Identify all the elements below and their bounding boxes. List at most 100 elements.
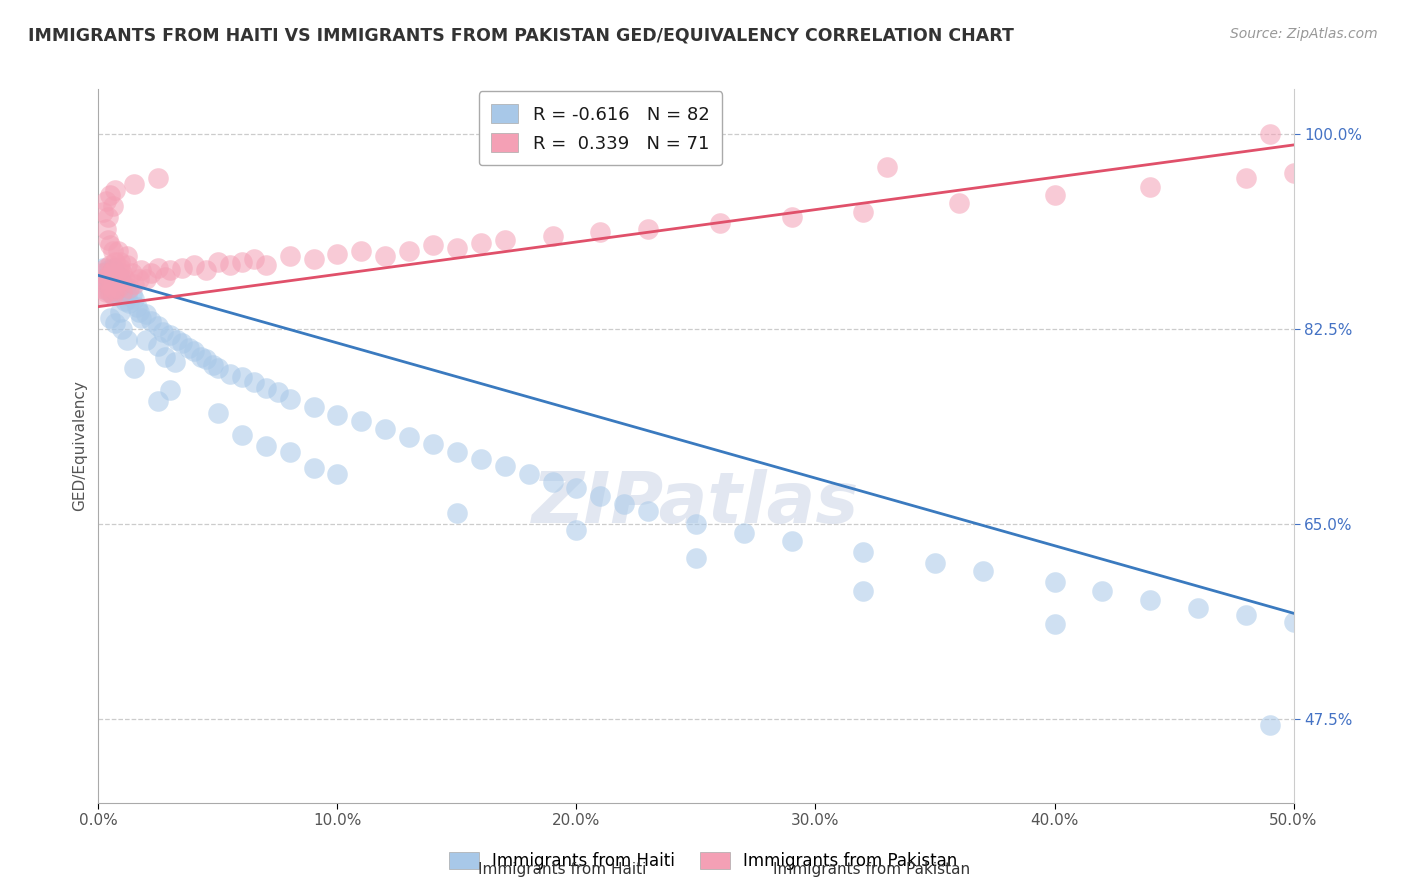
Point [98,262,122,277]
Point [972,564,994,578]
Point [267,385,290,400]
Point [104,316,127,330]
Point [101,274,124,288]
Point [207,360,229,375]
Point [148,338,170,352]
Point [98,285,122,299]
Point [1043,188,1066,202]
Point [446,444,468,458]
Point [709,216,731,230]
Point [202,358,225,372]
Point [948,196,970,211]
Point [589,489,612,503]
Point [254,439,277,453]
Point [94,266,117,280]
Point [97,269,120,284]
Point [589,225,612,239]
Point [139,314,162,328]
Point [135,333,157,347]
Point [374,249,396,263]
Point [155,350,177,364]
Point [94,283,117,297]
Point [637,221,659,235]
Point [98,266,122,280]
Text: Immigrants from Pakistan: Immigrants from Pakistan [773,863,970,877]
Point [159,327,181,342]
Point [107,288,129,302]
Point [94,285,117,299]
Point [98,188,122,202]
Point [195,262,218,277]
Point [97,269,120,284]
Point [94,277,117,292]
Legend: Immigrants from Haiti, Immigrants from Pakistan: Immigrants from Haiti, Immigrants from P… [441,845,965,877]
Point [94,221,117,235]
Point [91,260,114,275]
Point [111,322,134,336]
Point [852,583,875,598]
Point [121,266,143,280]
Point [115,258,138,272]
Point [183,344,205,359]
Point [94,260,117,275]
Text: Source: ZipAtlas.com: Source: ZipAtlas.com [1230,27,1378,41]
Point [541,475,564,489]
Point [115,249,138,263]
Point [98,310,122,325]
Point [148,260,170,275]
Point [1234,171,1257,186]
Point [125,300,148,314]
Point [107,244,129,258]
Point [97,274,120,288]
Point [104,182,127,196]
Point [124,292,146,306]
Point [398,244,420,258]
Point [446,240,468,255]
Point [115,288,138,302]
Point [131,262,153,277]
Point [108,274,131,288]
Point [243,252,266,266]
Point [107,269,129,284]
Point [135,271,157,285]
Y-axis label: GED/Equivalency: GED/Equivalency [72,381,87,511]
Point [541,229,564,244]
Point [104,283,127,297]
Point [101,262,124,277]
Point [98,271,122,285]
Point [1234,608,1257,623]
Point [302,461,325,475]
Point [101,199,124,213]
Point [1043,575,1066,590]
Point [104,285,127,299]
Point [924,556,946,570]
Point [114,271,136,285]
Point [207,405,229,419]
Point [172,260,194,275]
Point [124,360,146,375]
Point [374,422,396,436]
Point [231,255,253,269]
Point [852,545,875,559]
Point [326,247,349,261]
Point [613,497,636,511]
Text: ZIPatlas: ZIPatlas [533,468,859,538]
Point [231,369,253,384]
Point [163,355,186,369]
Point [195,351,218,366]
Point [114,280,136,294]
Point [118,280,141,294]
Point [114,293,136,308]
Point [1258,127,1281,141]
Point [422,437,444,451]
Legend: R = -0.616   N = 82, R =  0.339   N = 71: R = -0.616 N = 82, R = 0.339 N = 71 [478,91,723,165]
Point [494,458,516,473]
Point [152,325,174,339]
Point [1282,166,1305,180]
Point [219,258,242,272]
Point [183,258,205,272]
Point [1091,583,1114,598]
Point [91,288,114,302]
Point [278,444,301,458]
Point [302,252,325,266]
